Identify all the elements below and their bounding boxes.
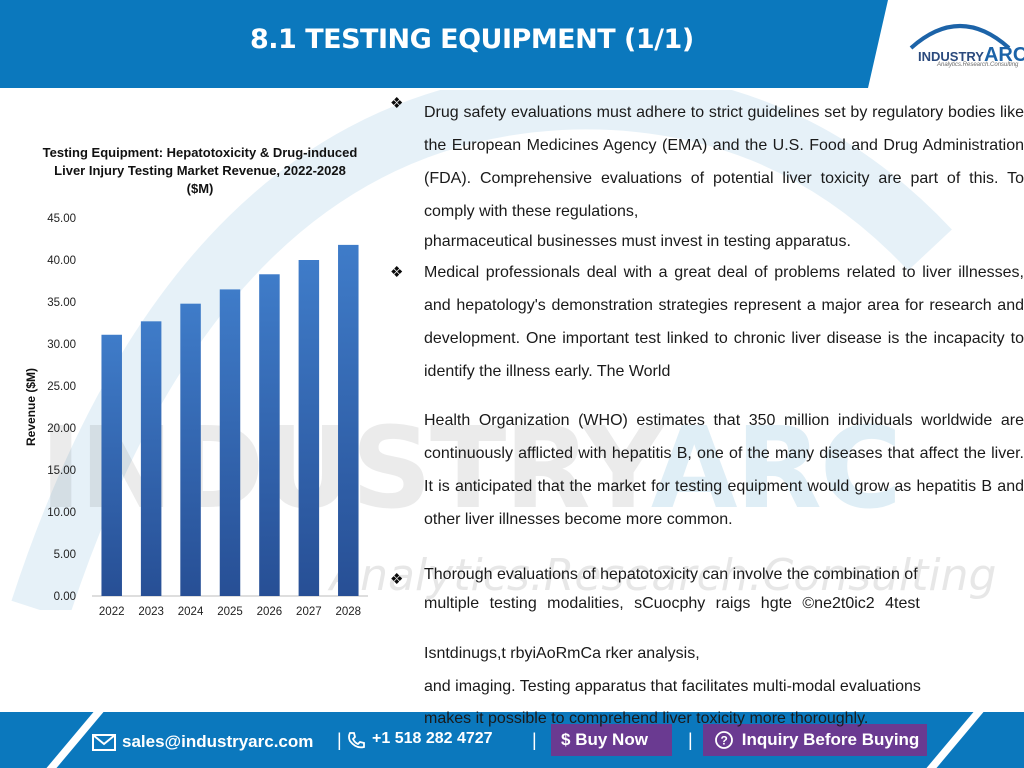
buy-now-button[interactable]: $ Buy Now: [551, 724, 672, 756]
logo-accent-text: ARC: [983, 44, 1024, 66]
y-tick-label: 45.00: [47, 213, 76, 225]
logo-tagline: Analytics.Research.Consulting: [937, 62, 1019, 68]
bar-2023: [140, 321, 162, 596]
paragraph-modalities-line3: Isntdinugs,t rbyiAoRmCa rker analysis,: [424, 645, 700, 662]
inquiry-button[interactable]: ? Inquiry Before Buying: [703, 724, 927, 756]
footer-separator: |: [337, 730, 342, 750]
email-link[interactable]: sales@industryarc.com: [122, 732, 314, 751]
bar-2028: [338, 244, 359, 596]
y-tick-label: 5.00: [54, 549, 76, 561]
paragraph-who: Health Organization (WHO) estimates that…: [424, 412, 1024, 528]
x-tick-label: 2023: [138, 606, 164, 618]
mail-icon: [92, 734, 116, 751]
bullet-diamond-icon: ❖: [390, 264, 404, 281]
question-chat-icon: ?: [715, 730, 733, 749]
buy-now-label: Buy Now: [575, 730, 648, 749]
bar-2026: [259, 274, 280, 596]
x-tick-label: 2024: [178, 606, 204, 618]
chart-title-line: Liver Injury Testing Market Revenue, 202…: [54, 163, 346, 178]
logo-main-text: INDUSTRY: [918, 49, 984, 64]
bar-2022: [101, 334, 122, 596]
y-tick-label: 20.00: [47, 423, 76, 435]
footer-separator: |: [532, 730, 537, 750]
paragraph-modalities-line1: Thorough evaluations of hepatotoxicity c…: [424, 566, 918, 583]
bar-chart: 0.00 5.00 10.00 15.00 20.00 25.00 30.00 35.00 40…: [24, 213, 368, 618]
company-logo[interactable]: INDUSTRYARC: [918, 44, 1024, 67]
y-tick-label: 40.00: [47, 255, 76, 267]
y-tick-label: 35.00: [47, 297, 76, 309]
phone-link[interactable]: +1 518 282 4727: [372, 730, 493, 747]
x-tick-label: 2025: [217, 606, 243, 618]
x-tick-label: 2022: [99, 606, 125, 618]
watermark-tagline: Analytics.Research.Consulting: [330, 550, 997, 601]
chart-title: Testing Equipment: Hepatotoxicity & Drug…: [18, 144, 382, 198]
paragraph-modalities-line5: makes it possible to comprehend liver to…: [424, 710, 869, 727]
y-axis-label: Revenue ($M): [24, 368, 38, 446]
paragraph-regulations-end: pharmaceutical businesses must invest in…: [424, 233, 851, 250]
phone-icon: [348, 732, 365, 749]
x-tick-label: 2028: [335, 606, 361, 618]
y-tick-label: 25.00: [47, 381, 76, 393]
logo-panel: [868, 0, 1024, 88]
inquiry-label: Inquiry Before Buying: [741, 730, 920, 749]
page-title: 8.1 TESTING EQUIPMENT (1/1): [250, 24, 694, 55]
paragraph-modalities-line4: and imaging. Testing apparatus that faci…: [424, 678, 921, 695]
svg-text:?: ?: [721, 733, 728, 747]
bar-2024: [180, 303, 201, 596]
paragraph-modalities-line2: multiple testing modalities, sCuocphy ra…: [424, 595, 920, 612]
y-tick-label: 0.00: [54, 591, 76, 603]
y-tick-label: 10.00: [47, 507, 76, 519]
x-tick-label: 2026: [257, 606, 283, 618]
y-tick-label: 30.00: [47, 339, 76, 351]
bullet-diamond-icon: ❖: [390, 571, 404, 588]
chart-title-line: Testing Equipment: Hepatotoxicity & Drug…: [42, 145, 358, 160]
bullet-diamond-icon: ❖: [390, 95, 404, 112]
bar-2025: [219, 289, 241, 596]
dollar-icon: $: [561, 730, 571, 749]
chart-title-line: ($M): [186, 181, 214, 196]
logo-arc-icon: [909, 24, 1011, 50]
paragraph-regulations: Drug safety evaluations must adhere to s…: [424, 104, 1024, 220]
footer-separator: |: [688, 730, 693, 750]
x-tick-label: 2027: [296, 606, 322, 618]
bar-2027: [298, 260, 320, 596]
paragraph-hepatology: Medical professionals deal with a great …: [424, 264, 1024, 380]
y-tick-label: 15.00: [47, 465, 76, 477]
header-bar: [0, 0, 1024, 88]
